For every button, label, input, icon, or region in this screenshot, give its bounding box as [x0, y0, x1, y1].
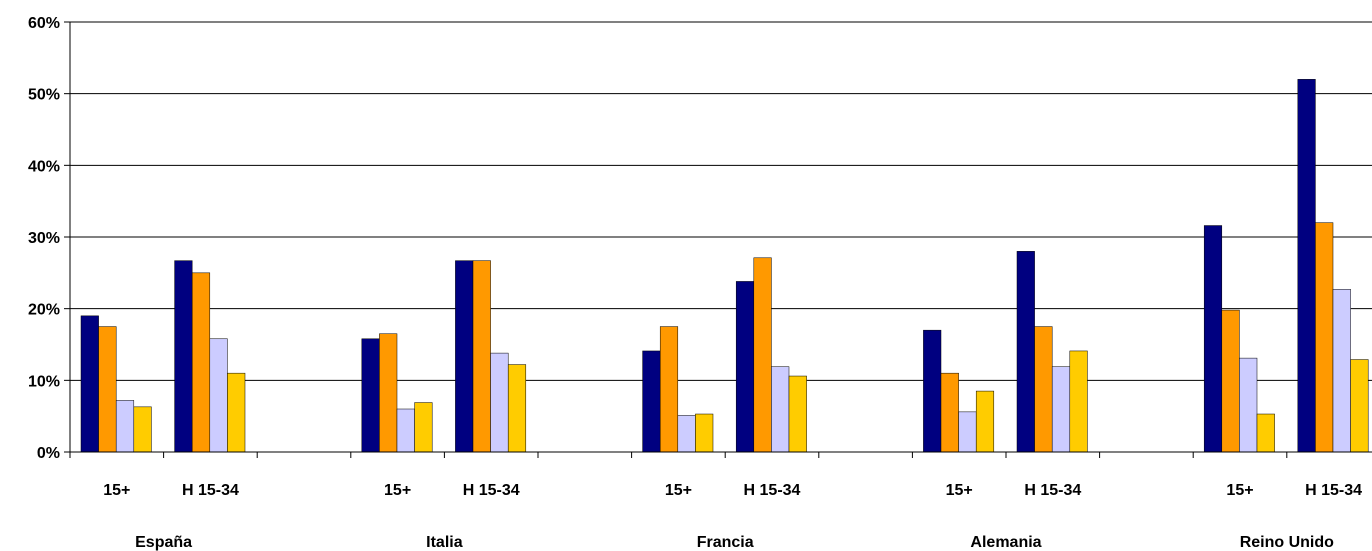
bar [115, 400, 135, 453]
bar [209, 338, 228, 453]
category-label: 15+ [384, 482, 411, 499]
group-label: España [135, 534, 192, 551]
bar [507, 364, 527, 453]
bar [361, 338, 380, 453]
bar [98, 326, 117, 453]
bar [1051, 366, 1071, 453]
bar [1203, 225, 1223, 453]
category-label: H 15-34 [463, 482, 520, 499]
bar [1221, 309, 1240, 453]
bar [1332, 289, 1351, 453]
y-tick-label: 50% [28, 87, 60, 104]
group-label: Reino Unido [1240, 534, 1334, 551]
group-labels: España Italia Francia Alemania Reino Unido [135, 534, 1334, 551]
bar [1350, 359, 1369, 453]
bar [735, 281, 755, 453]
gridlines [70, 21, 1372, 381]
group-label: Alemania [970, 534, 1041, 551]
category-label: H 15-34 [1305, 482, 1362, 499]
axes [64, 21, 1372, 453]
bar [414, 402, 433, 453]
category-label: 15+ [103, 482, 130, 499]
x-axis-tick-marks [69, 452, 1288, 458]
y-axis-tick-labels: 0% 10% 20% 30% 40% 50% 60% [28, 15, 60, 462]
y-tick-label: 60% [28, 15, 60, 32]
category-labels: 15+ H 15-34 15+ H 15-34 15+ H 15-34 15+ H 15-34… [103, 482, 1362, 499]
bar [975, 390, 995, 453]
bar [174, 260, 193, 453]
category-label: 15+ [1226, 482, 1253, 499]
bar [191, 272, 211, 453]
bar [753, 257, 772, 453]
bar [133, 406, 152, 453]
bar [80, 315, 99, 453]
bar [1069, 350, 1088, 453]
bar [1016, 251, 1035, 453]
bar [379, 333, 398, 453]
category-label: H 15-34 [744, 482, 801, 499]
group-label: Italia [426, 534, 463, 551]
category-label: H 15-34 [1024, 482, 1081, 499]
bar [940, 372, 959, 453]
bar [659, 326, 679, 453]
y-tick-label: 10% [28, 373, 60, 390]
group-label: Francia [697, 534, 754, 551]
bars [80, 79, 1369, 453]
category-label: 15+ [665, 482, 692, 499]
bar [923, 329, 942, 453]
bar [958, 411, 977, 453]
bar [771, 366, 790, 453]
bar [472, 260, 491, 453]
bar [677, 415, 696, 453]
bar [1239, 357, 1258, 453]
bar [695, 413, 714, 453]
y-tick-label: 40% [28, 158, 60, 175]
bar [490, 352, 509, 453]
bar [455, 260, 474, 453]
bar [1034, 326, 1053, 453]
y-tick-label: 30% [28, 230, 60, 247]
bar [227, 372, 246, 453]
y-tick-label: 20% [28, 302, 60, 319]
category-label: H 15-34 [182, 482, 239, 499]
bar [1315, 222, 1334, 453]
bar [642, 350, 661, 453]
category-label: 15+ [946, 482, 973, 499]
bar [788, 375, 807, 453]
bar [396, 408, 415, 453]
y-tick-label: 0% [37, 445, 60, 462]
bar [1256, 413, 1275, 453]
bar [1297, 79, 1316, 453]
